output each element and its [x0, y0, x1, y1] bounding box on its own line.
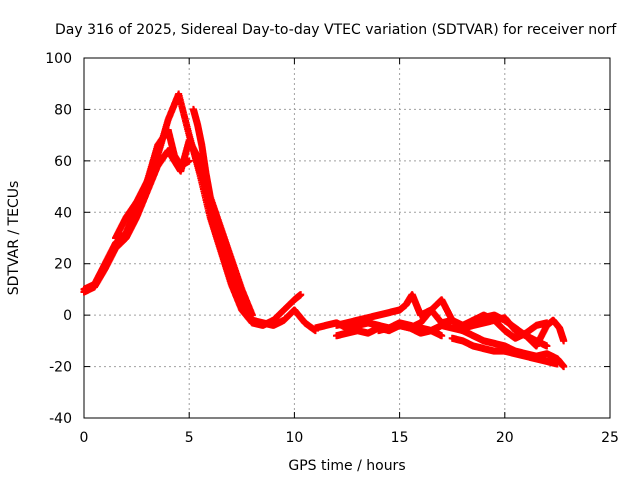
- data-series-track-3: [112, 126, 193, 242]
- y-tick-label: 20: [54, 257, 72, 273]
- x-tick-label: 10: [285, 430, 303, 446]
- data-series-track-10: [332, 321, 446, 340]
- y-tick-label: 0: [63, 308, 72, 324]
- chart-title: Day 316 of 2025, Sidereal Day-to-day VTE…: [55, 22, 617, 38]
- y-axis-label: SDTVAR / TECUs: [6, 181, 22, 296]
- x-tick-label: 0: [80, 430, 89, 446]
- x-tick-label: 25: [601, 430, 619, 446]
- y-tick-label: 80: [54, 102, 72, 118]
- y-tick-label: 100: [45, 51, 72, 67]
- plot-frame: [83, 57, 611, 419]
- data-series-track-9: [459, 311, 551, 342]
- axis-ticks: 0 5 10 15 20 25 -40 -20 0 20 40 60 80 100: [45, 51, 619, 446]
- x-axis-label: GPS time / hours: [288, 458, 405, 474]
- data-point-markers: [459, 311, 551, 342]
- data-point-markers: [448, 334, 561, 368]
- y-tick-label: 40: [54, 205, 72, 221]
- y-tick-label: -20: [49, 360, 72, 376]
- data-point-markers: [112, 126, 193, 242]
- data-series-track-8: [448, 334, 561, 368]
- y-tick-label: 60: [54, 154, 72, 170]
- data-point-markers: [332, 321, 446, 340]
- data-points: [80, 90, 568, 371]
- x-tick-label: 15: [391, 430, 409, 446]
- data-series-track-4: [189, 105, 256, 319]
- x-tick-label: 20: [496, 430, 514, 446]
- data-point-markers: [189, 105, 256, 319]
- y-tick-label: -40: [49, 411, 72, 427]
- gridlines: [84, 58, 610, 418]
- x-tick-label: 5: [185, 430, 194, 446]
